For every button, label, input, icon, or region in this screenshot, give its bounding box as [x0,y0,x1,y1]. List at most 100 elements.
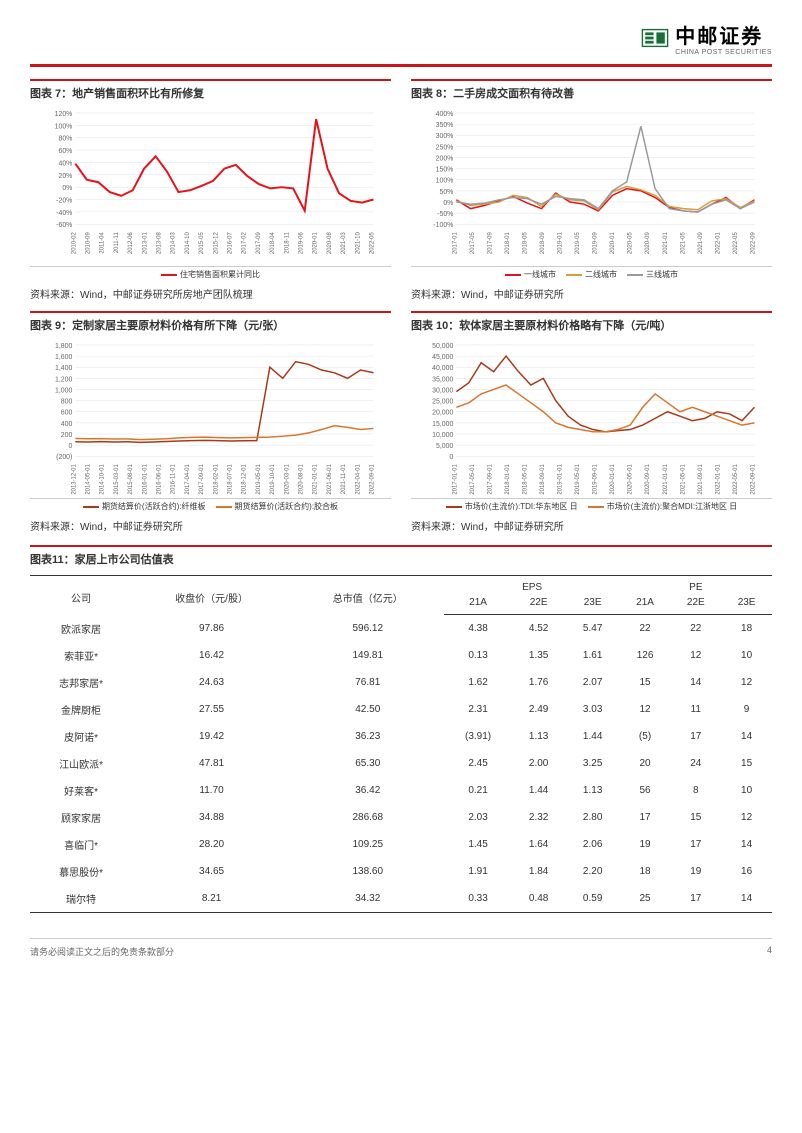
cell-eps23: 1.61 [566,642,620,669]
svg-text:2020-09-01: 2020-09-01 [645,464,651,495]
accent-bar [30,64,772,67]
table-row: 索菲亚*16.42149.810.131.351.611261210 [30,642,772,669]
cell-pe23: 10 [721,777,772,804]
cell-pe21: 126 [620,642,671,669]
th-pe22: 22E [670,595,721,615]
cell-mktcap: 149.81 [291,642,444,669]
cell-eps22: 1.35 [512,642,566,669]
svg-text:2021-10: 2021-10 [355,232,361,255]
svg-text:2018-12-01: 2018-12-01 [242,464,248,495]
svg-text:2015-05: 2015-05 [199,232,205,255]
svg-text:1,000: 1,000 [55,387,73,394]
svg-text:2019-01: 2019-01 [558,232,564,255]
svg-text:2021-09: 2021-09 [698,232,704,255]
th-price: 收盘价（元/股） [132,576,291,615]
svg-text:1,600: 1,600 [55,354,73,361]
svg-text:0: 0 [450,454,454,461]
svg-text:2021-09-01: 2021-09-01 [698,464,704,495]
svg-text:2020-08-01: 2020-08-01 [298,464,304,495]
svg-text:1,800: 1,800 [55,343,73,350]
chart-source: 资料来源：Wind，中邮证券研究所 [411,282,772,301]
svg-text:40,000: 40,000 [432,365,453,372]
svg-text:2021-05: 2021-05 [680,232,686,255]
svg-text:2022-05: 2022-05 [369,232,375,255]
legend-swatch [505,274,521,276]
table-row: 好莱客*11.7036.420.211.441.1356810 [30,777,772,804]
svg-text:0%: 0% [443,200,453,207]
cell-pe22: 17 [670,723,721,750]
cell-eps22: 1.76 [512,669,566,696]
cell-eps21: 0.13 [444,642,511,669]
svg-text:1,200: 1,200 [55,376,73,383]
cell-eps21: 4.38 [444,615,511,642]
svg-text:-100%: -100% [433,222,453,229]
cell-eps23: 2.80 [566,804,620,831]
svg-text:2014-10: 2014-10 [185,232,191,255]
cell-mktcap: 76.81 [291,669,444,696]
cell-pe22: 22 [670,615,721,642]
cell-eps21: 1.91 [444,858,511,885]
th-mktcap: 总市值（亿元） [291,576,444,615]
svg-text:350%: 350% [436,122,454,129]
svg-text:2016-07: 2016-07 [228,232,234,255]
chart-9: 图表 9：定制家居主要原材料价格有所下降（元/张） (200)020040060… [30,311,391,533]
legend-label: 二线城市 [585,269,617,280]
svg-text:2021-05-01: 2021-05-01 [680,464,686,495]
table-row: 志邦家居*24.6376.811.621.762.07151412 [30,669,772,696]
svg-text:2022-04-01: 2022-04-01 [355,464,361,495]
cell-pe23: 15 [721,750,772,777]
svg-text:30,000: 30,000 [432,387,453,394]
cell-mktcap: 36.42 [291,777,444,804]
legend-label: 市场价(主流价):聚合MDI:江浙地区 日 [607,501,738,512]
cell-pe21: 18 [620,858,671,885]
svg-text:2018-07-01: 2018-07-01 [228,464,234,495]
svg-text:20%: 20% [58,173,72,180]
svg-text:10,000: 10,000 [432,432,453,439]
svg-text:2020-01: 2020-01 [610,232,616,255]
svg-text:2022-05: 2022-05 [733,232,739,255]
cell-company: 志邦家居* [30,669,132,696]
svg-text:2014-05-01: 2014-05-01 [86,464,92,495]
cell-pe22: 17 [670,831,721,858]
legend-label: 三线城市 [646,269,678,280]
th-pe21: 21A [620,595,671,615]
cell-company: 江山欧派* [30,750,132,777]
cell-eps21: 0.33 [444,885,511,913]
brand-logo: 中邮证券 CHINA POST SECURITIES [641,20,772,56]
chart-canvas: -60%-40%-20%0%20%40%60%80%100%120%2010-0… [30,107,391,267]
svg-text:-20%: -20% [56,198,72,205]
svg-text:80%: 80% [58,136,72,143]
table-row: 喜临门*28.20109.251.451.642.06191714 [30,831,772,858]
svg-text:2018-01-01: 2018-01-01 [505,464,511,495]
cell-pe23: 9 [721,696,772,723]
svg-text:2016-06-01: 2016-06-01 [157,464,163,495]
cell-eps22: 4.52 [512,615,566,642]
cell-eps22: 2.00 [512,750,566,777]
svg-text:2011-11: 2011-11 [114,232,120,254]
cell-pe21: 25 [620,885,671,913]
cell-price: 34.88 [132,804,291,831]
th-eps23: 23E [566,595,620,615]
table-row: 慕思股份*34.65138.601.911.842.20181916 [30,858,772,885]
cell-pe22: 15 [670,804,721,831]
svg-text:800: 800 [61,399,73,406]
cell-eps21: 1.62 [444,669,511,696]
chart-10: 图表 10：软体家居主要原材料价格略有下降（元/吨） 05,00010,0001… [411,311,772,533]
cell-eps21: (3.91) [444,723,511,750]
svg-text:100%: 100% [436,178,454,185]
cell-eps22: 1.84 [512,858,566,885]
cell-pe23: 14 [721,831,772,858]
svg-text:2017-05-01: 2017-05-01 [470,464,476,495]
legend-item: 市场价(主流价):聚合MDI:江浙地区 日 [588,501,738,512]
svg-text:2021-01: 2021-01 [663,232,669,255]
cell-pe21: 15 [620,669,671,696]
cell-pe23: 10 [721,642,772,669]
legend-item: 三线城市 [627,269,678,280]
cell-pe21: 17 [620,804,671,831]
svg-text:40%: 40% [58,160,72,167]
cell-mktcap: 65.30 [291,750,444,777]
legend-label: 住宅销售面积累计同比 [180,269,260,280]
svg-text:2017-04-01: 2017-04-01 [185,464,191,495]
brand-sub: CHINA POST SECURITIES [675,49,772,56]
svg-text:2022-09: 2022-09 [750,232,756,255]
